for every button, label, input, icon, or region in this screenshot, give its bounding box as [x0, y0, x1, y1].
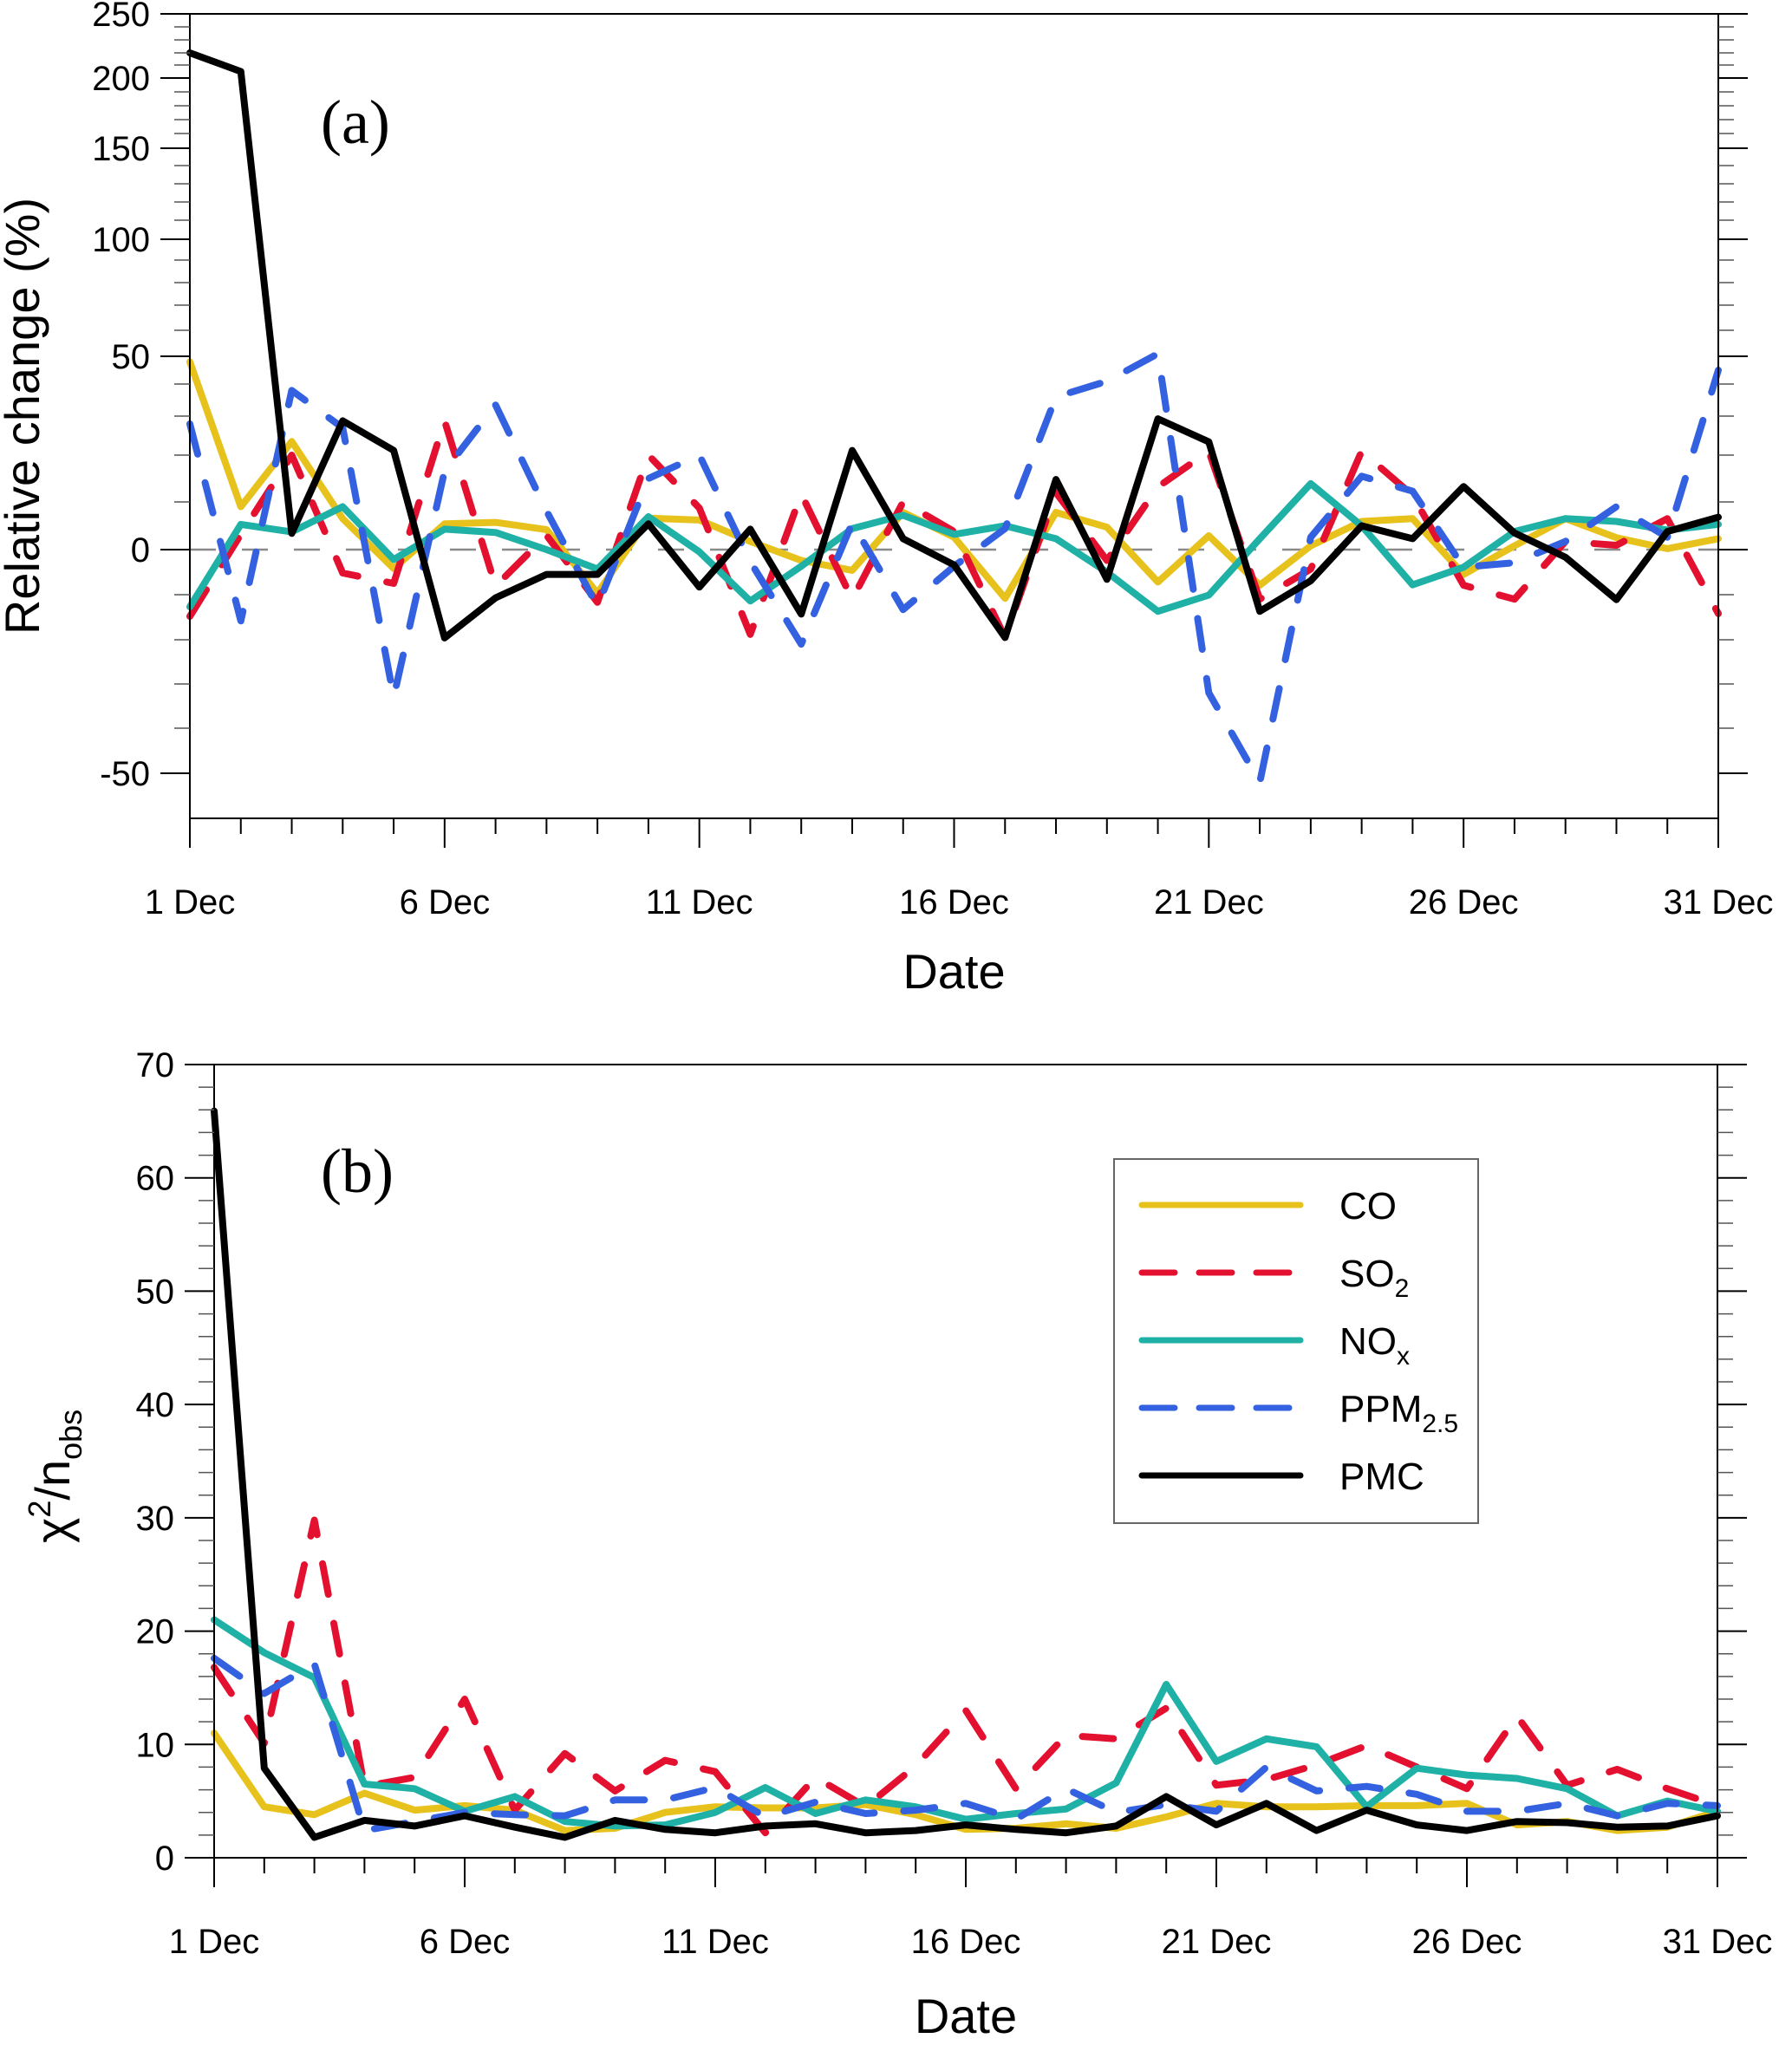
panel-b-axes: 1 Dec 6 Dec 11 Dec 16 Dec 21 Dec 26 Dec 31 Dec… — [136, 1046, 1773, 1961]
panel-b-label: (b) — [321, 1136, 394, 1206]
panel-b-x-tick-label: 26 Dec — [1412, 1923, 1522, 1961]
panel-a-y-tick-label: 50 — [112, 338, 151, 376]
panel-b-y-tick-label: 30 — [136, 1500, 175, 1538]
panel-a-x-tick-label: 31 Dec — [1664, 883, 1774, 922]
panel-b-series-so2 — [211, 1516, 1721, 1837]
panel-b-x-axis-title: Date — [915, 1989, 1017, 2043]
panel-b-series-layer — [211, 1107, 1721, 1841]
panel-a-plot-frame — [189, 13, 1719, 819]
panel-a-relative-change: 1 Dec 6 Dec 11 Dec 16 Dec 21 Dec 26 Dec 31 Dec… — [0, 0, 1773, 999]
panel-b-x-tick-label: 6 Dec — [420, 1923, 511, 1961]
panel-b-x-tick-label: 21 Dec — [1162, 1923, 1272, 1961]
panel-b-y-tick-label: 40 — [136, 1386, 175, 1424]
ylabel-sub: obs — [53, 1410, 88, 1460]
panel-b-series-pmc — [211, 1107, 1721, 1841]
panel-a-x-axis-title: Date — [903, 944, 1005, 999]
panel-a-x-tick-label: 16 Dec — [899, 883, 1009, 922]
ylabel-mid: /n — [25, 1460, 80, 1501]
panel-a-y-tick-label: -50 — [100, 755, 150, 793]
legend-label-so2: SO2 — [1339, 1253, 1409, 1303]
legend-label-pmc: PMC — [1339, 1456, 1424, 1498]
panel-a-y-tick-label: 0 — [131, 531, 150, 570]
panel-a-series-so2 — [186, 417, 1722, 642]
panel-b-x-tick-label: 31 Dec — [1663, 1923, 1773, 1961]
panel-b-y-axis-title: χ2/nobs — [22, 1410, 88, 1543]
legend-label-nox: NOx — [1339, 1320, 1410, 1371]
panel-a-label: (a) — [321, 88, 390, 157]
panel-b-x-tick-label: 1 Dec — [169, 1923, 260, 1961]
panel-b-y-tick-label: 70 — [136, 1046, 175, 1084]
panel-a-series-layer — [186, 49, 1722, 786]
legend-label-ppm25: PPM2.5 — [1339, 1388, 1458, 1438]
panel-b-x-tick-label: 11 Dec — [661, 1923, 769, 1961]
panel-a-y-tick-label: 100 — [92, 221, 150, 259]
panel-b-series-nox — [211, 1616, 1721, 1830]
panel-a-x-tick-label: 6 Dec — [400, 883, 491, 922]
ylabel-chi: χ — [25, 1518, 80, 1543]
panel-b-y-tick-label: 20 — [136, 1613, 175, 1651]
panel-b-y-tick-label: 60 — [136, 1160, 175, 1198]
panel-a-y-tick-label: 250 — [92, 0, 150, 34]
ylabel-sup: 2 — [22, 1501, 57, 1518]
panel-b-y-tick-label: 10 — [136, 1726, 175, 1764]
panel-b-x-tick-label: 16 Dec — [911, 1923, 1021, 1961]
legend-label-co: CO — [1339, 1185, 1397, 1228]
panel-a-y-tick-label: 150 — [92, 130, 150, 168]
panel-a-x-tick-label: 11 Dec — [646, 883, 753, 922]
panel-b-y-tick-label: 50 — [136, 1273, 175, 1311]
panel-a-y-tick-label: 200 — [92, 60, 150, 98]
panel-a-x-tick-label: 1 Dec — [145, 883, 236, 922]
panel-b-chi-square: 1 Dec 6 Dec 11 Dec 16 Dec 21 Dec 26 Dec 31 Dec… — [22, 1046, 1772, 2043]
panel-a-x-tick-label: 21 Dec — [1154, 883, 1264, 922]
panel-a-y-axis-title: Relative change (%) — [0, 198, 49, 635]
panel-b-y-tick-label: 0 — [155, 1840, 174, 1878]
legend: CO SO2 NOx PPM2.5 PMC — [1113, 1158, 1479, 1524]
panel-a-axes: 1 Dec 6 Dec 11 Dec 16 Dec 21 Dec 26 Dec 31 Dec… — [92, 0, 1773, 922]
panel-a-x-tick-label: 26 Dec — [1409, 883, 1519, 922]
